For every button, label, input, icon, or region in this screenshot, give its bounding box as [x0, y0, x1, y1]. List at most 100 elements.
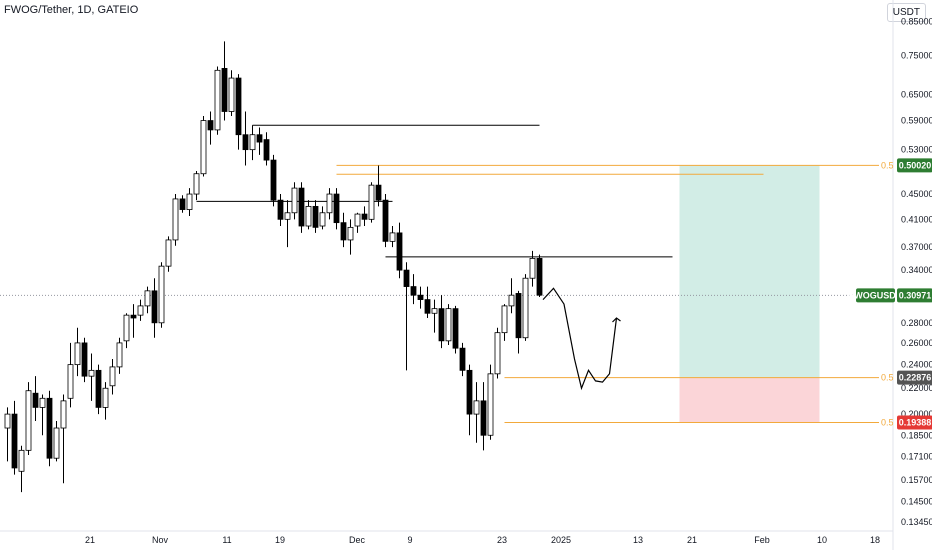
candle-body	[284, 212, 291, 220]
candle-body	[81, 342, 88, 377]
candle-body	[494, 332, 501, 375]
fib-level-label: 0.5	[881, 160, 894, 170]
candle-body	[466, 369, 473, 415]
candle-body	[228, 77, 235, 112]
candle-body	[445, 308, 452, 342]
candle-body	[291, 187, 298, 214]
x-tick-label: 18	[870, 535, 880, 545]
candle-body	[529, 258, 536, 279]
x-tick-label: 11	[222, 535, 231, 545]
candle-body	[389, 232, 396, 242]
candle-body	[298, 187, 305, 227]
candle-body	[88, 369, 95, 377]
y-tick-label: 0.28000	[901, 318, 932, 328]
y-tick-label: 0.65000	[901, 89, 932, 99]
fib-level-label: 0.5	[881, 373, 894, 383]
candle-body	[361, 213, 368, 220]
y-tick-label: 0.59000	[901, 116, 932, 126]
candle-body	[326, 193, 333, 214]
candle-body	[39, 397, 46, 408]
candle-body	[144, 290, 151, 307]
price-badge-value: 0.30971	[899, 290, 932, 300]
candle-body	[417, 294, 424, 300]
candle-body	[46, 397, 53, 459]
candle-body	[130, 314, 137, 319]
candle-body	[60, 400, 67, 429]
candle-body	[221, 68, 228, 112]
candle-body	[333, 193, 340, 224]
candle-body	[207, 120, 214, 131]
candle-body	[67, 364, 74, 399]
candle-body	[508, 294, 515, 307]
candle-body	[214, 69, 221, 131]
y-tick-label: 0.26000	[901, 338, 932, 348]
candle-body	[403, 269, 410, 287]
price-badge-value: 0.50020	[899, 160, 932, 170]
candle-body	[263, 139, 270, 161]
x-tick-label: 23	[497, 535, 507, 545]
candle-body	[172, 198, 179, 241]
y-tick-label: 0.15700	[901, 475, 932, 485]
y-tick-label: 0.85000	[901, 16, 932, 26]
candle-body	[312, 205, 319, 228]
axes: 0.85000 0.75000 0.65000 0.59000 0.53000 0.450…	[85, 16, 932, 545]
candle-body	[424, 299, 431, 314]
x-tick-label: 21	[85, 535, 95, 545]
candle-body	[515, 293, 522, 339]
x-tick-label: Nov	[152, 535, 169, 545]
x-tick-label: 19	[275, 535, 285, 545]
stop-zone	[679, 377, 820, 423]
y-tick-label: 0.53000	[901, 145, 932, 155]
candle-body	[249, 134, 256, 151]
candle-body	[305, 205, 312, 227]
candle-body	[235, 77, 242, 136]
x-tick-label: 2025	[551, 535, 571, 545]
position-zones	[679, 165, 820, 423]
candle-body	[431, 308, 438, 314]
candles	[4, 41, 543, 493]
x-tick-label: Feb	[754, 535, 770, 545]
x-tick-label: 10	[817, 535, 827, 545]
price-badge	[897, 415, 932, 430]
y-tick-label: 0.22000	[901, 383, 932, 393]
currency-badge[interactable]: USDT	[886, 3, 926, 22]
y-tick-label: 0.20000	[901, 409, 932, 419]
candle-body	[396, 232, 403, 271]
y-tick-label: 0.41000	[901, 214, 932, 224]
candle-body	[480, 400, 487, 436]
candle-body	[179, 198, 186, 210]
candle-body	[410, 286, 417, 296]
target-zone	[679, 165, 820, 378]
candle-body	[438, 308, 445, 342]
projection-arrowhead	[612, 317, 621, 323]
y-tick-label: 0.37000	[901, 242, 932, 252]
candle-body	[53, 427, 60, 459]
candle-body	[473, 400, 480, 415]
candle-body	[151, 290, 158, 324]
candle-body	[452, 308, 459, 349]
candle-body	[74, 342, 81, 366]
x-tick-label: 13	[633, 535, 643, 545]
candle-body	[536, 258, 543, 296]
candle-body	[116, 342, 123, 368]
candle-body	[137, 305, 144, 316]
candle-body	[193, 173, 200, 195]
candle-body	[102, 387, 109, 408]
fib-level-label: 0.5	[881, 418, 894, 428]
candle-body	[242, 134, 249, 151]
candle-body	[95, 369, 102, 408]
candle-body	[4, 413, 11, 429]
symbol-badge	[856, 288, 895, 303]
candle-body	[375, 184, 382, 201]
y-tick-label: 0.75000	[901, 50, 932, 60]
candle-body	[186, 193, 193, 210]
price-badge-value: 0.22876	[899, 373, 932, 383]
y-tick-label: 0.17100	[901, 452, 932, 462]
candle-body	[382, 199, 389, 242]
y-tick-label: 0.14500	[901, 496, 932, 506]
candle-body	[200, 120, 207, 175]
candle-body	[347, 226, 354, 241]
candle-body	[270, 159, 277, 201]
